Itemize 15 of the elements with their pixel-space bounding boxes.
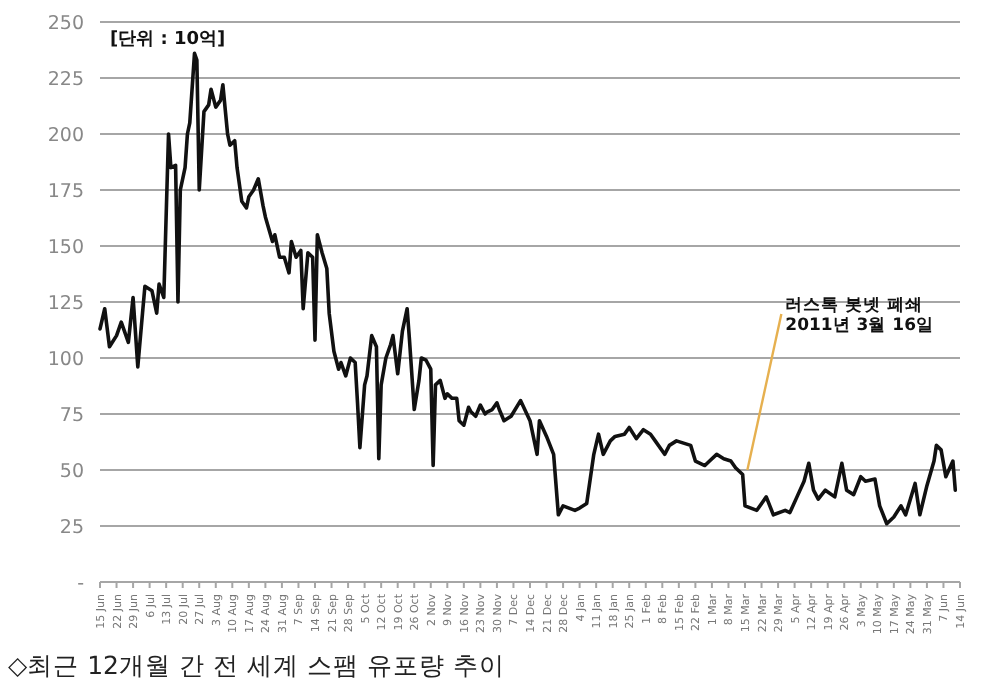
y-tick-label: 250 (47, 13, 84, 35)
annotation: 러스톡 봇넷 폐쇄 2011년 3월 16일 (785, 296, 935, 336)
y-tick-label: 25 (59, 517, 84, 539)
y-tick-label: 150 (47, 237, 84, 259)
line-series (98, 51, 958, 526)
y-tick-label: 200 (47, 125, 84, 147)
y-tick-label: 175 (47, 181, 84, 203)
y-tick-label: 50 (59, 461, 84, 483)
y-tick-label: - (77, 573, 84, 595)
y-tick-label: 125 (47, 293, 84, 315)
annotation: [단위 : 10억] (110, 30, 226, 50)
y-tick-label: 225 (47, 69, 84, 91)
y-tick-label: 75 (59, 405, 84, 427)
y-tick-label: 100 (47, 349, 84, 371)
text: ◇최근 12개월 간 전 세계 스팸 유포량 추이 (8, 650, 505, 680)
